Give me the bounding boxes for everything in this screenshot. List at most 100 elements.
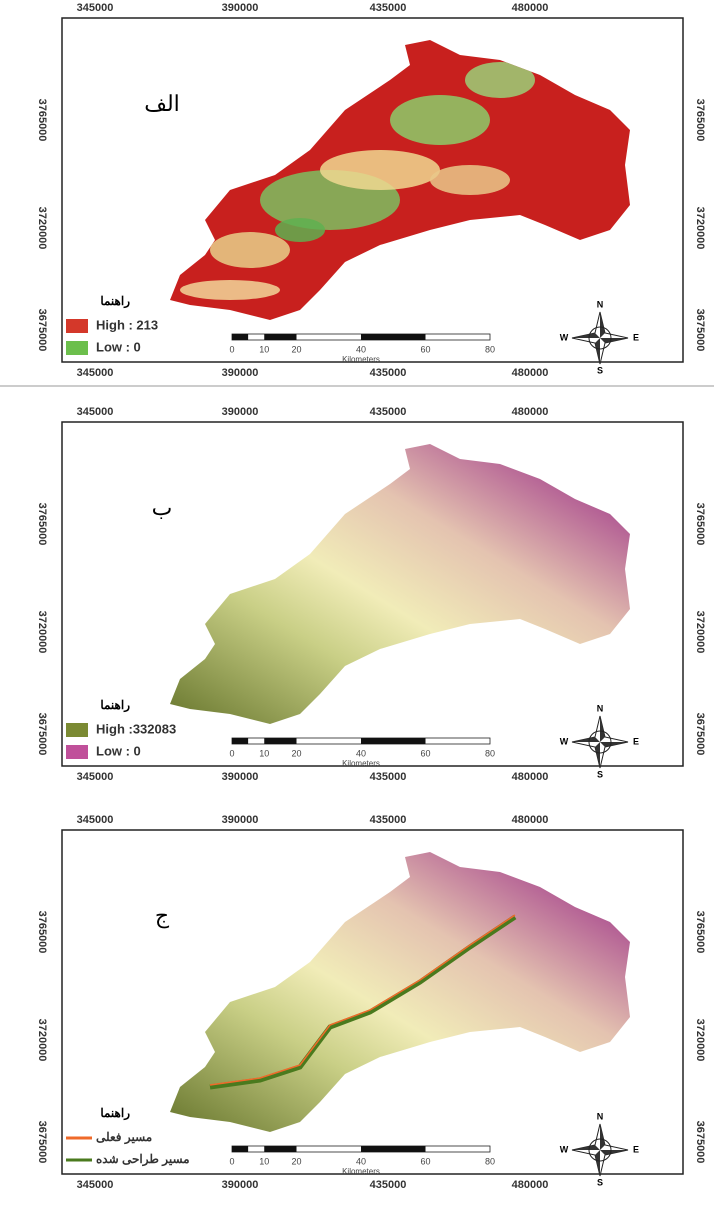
compass-e: E — [633, 736, 639, 746]
scale-tick: 0 — [229, 344, 234, 354]
compass-n: N — [597, 703, 604, 713]
panel-label: الف — [144, 92, 180, 117]
top-tick: 345000 — [77, 406, 114, 418]
compass-w: W — [560, 736, 569, 746]
left-tick: 3720000 — [36, 207, 48, 250]
legend-item: مسیر طراحی شده — [96, 1152, 190, 1167]
scale-unit: Kilometers — [342, 759, 380, 768]
legend-title: راهنما — [100, 294, 130, 309]
left-tick: 3765000 — [36, 503, 48, 546]
left-tick: 3720000 — [36, 1019, 48, 1062]
scale-unit: Kilometers — [342, 355, 380, 364]
right-tick: 3720000 — [694, 1019, 706, 1062]
scale-tick: 20 — [291, 1156, 301, 1166]
left-tick: 3765000 — [36, 99, 48, 142]
compass-s: S — [597, 365, 603, 375]
compass-w: W — [560, 332, 569, 342]
left-tick: 3675000 — [36, 713, 48, 756]
top-tick: 435000 — [370, 406, 407, 418]
right-tick: 3675000 — [694, 713, 706, 756]
legend-item: Low : 0 — [96, 743, 141, 758]
scale-tick: 10 — [259, 344, 269, 354]
map-panel: الف 345000 390000 435000 480000 345000 390000 4… — [36, 2, 706, 379]
scale-seg — [232, 738, 248, 744]
compass-s: S — [597, 1177, 603, 1187]
scale-tick: 10 — [259, 748, 269, 758]
scale-tick: 10 — [259, 1156, 269, 1166]
right-tick: 3675000 — [694, 1121, 706, 1164]
legend-item: High : 213 — [96, 317, 158, 332]
top-tick: 390000 — [222, 814, 259, 826]
left-tick: 3675000 — [36, 309, 48, 352]
bottom-tick: 390000 — [222, 771, 259, 783]
scale-seg — [361, 738, 426, 744]
right-tick: 3765000 — [694, 503, 706, 546]
top-tick: 435000 — [370, 814, 407, 826]
scale-seg — [232, 1146, 248, 1152]
right-tick: 3720000 — [694, 207, 706, 250]
scale-tick: 40 — [356, 1156, 366, 1166]
legend-item: مسیر فعلی — [96, 1130, 152, 1145]
right-tick: 3675000 — [694, 309, 706, 352]
scale-seg — [232, 334, 248, 340]
scale-tick: 40 — [356, 748, 366, 758]
patch — [430, 165, 510, 195]
top-tick: 480000 — [512, 2, 549, 14]
top-tick: 345000 — [77, 2, 114, 14]
scale-tick: 0 — [229, 1156, 234, 1166]
bottom-tick: 480000 — [512, 1179, 549, 1191]
scale-tick: 80 — [485, 748, 495, 758]
top-tick: 480000 — [512, 406, 549, 418]
legend-swatch — [66, 745, 88, 759]
scale-tick: 40 — [356, 344, 366, 354]
right-tick: 3765000 — [694, 911, 706, 954]
legend-title: راهنما — [100, 1106, 130, 1121]
legend-swatch — [66, 723, 88, 737]
scale-seg — [264, 334, 296, 340]
scale-seg — [361, 334, 426, 340]
panel-label: ج — [155, 904, 170, 929]
legend-item: High :332083 — [96, 721, 176, 736]
bottom-tick: 345000 — [77, 367, 114, 379]
bottom-tick: 480000 — [512, 367, 549, 379]
scale-tick: 80 — [485, 1156, 495, 1166]
scale-tick: 20 — [291, 344, 301, 354]
bottom-tick: 345000 — [77, 771, 114, 783]
patch — [320, 150, 440, 190]
scale-tick: 60 — [420, 748, 430, 758]
compass-n: N — [597, 1111, 604, 1121]
legend-swatch — [66, 341, 88, 355]
legend-item: Low : 0 — [96, 339, 141, 354]
bottom-tick: 480000 — [512, 771, 549, 783]
left-tick: 3675000 — [36, 1121, 48, 1164]
compass-e: E — [633, 332, 639, 342]
left-tick: 3720000 — [36, 611, 48, 654]
patch — [390, 95, 490, 145]
legend-swatch — [66, 319, 88, 333]
patch — [210, 232, 290, 268]
scale-tick: 80 — [485, 344, 495, 354]
left-tick: 3765000 — [36, 911, 48, 954]
compass-w: W — [560, 1144, 569, 1154]
top-tick: 390000 — [222, 2, 259, 14]
compass-n: N — [597, 299, 604, 309]
bottom-tick: 390000 — [222, 367, 259, 379]
bottom-tick: 390000 — [222, 1179, 259, 1191]
compass-e: E — [633, 1144, 639, 1154]
patch — [275, 218, 325, 242]
top-tick: 345000 — [77, 814, 114, 826]
scale-tick: 20 — [291, 748, 301, 758]
figure: الف 345000 390000 435000 480000 345000 390000 4… — [0, 0, 714, 1218]
panel-label: ب — [152, 496, 173, 521]
bottom-tick: 435000 — [370, 367, 407, 379]
scale-seg — [264, 738, 296, 744]
scale-tick: 60 — [420, 344, 430, 354]
top-tick: 390000 — [222, 406, 259, 418]
bottom-tick: 345000 — [77, 1179, 114, 1191]
scale-tick: 60 — [420, 1156, 430, 1166]
top-tick: 480000 — [512, 814, 549, 826]
right-tick: 3720000 — [694, 611, 706, 654]
scale-seg — [361, 1146, 426, 1152]
